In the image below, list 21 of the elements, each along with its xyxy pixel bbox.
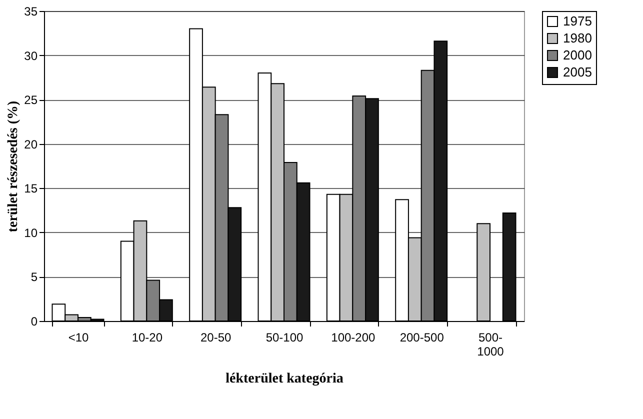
x-tick-label: 20-50	[200, 330, 232, 344]
x-tick-label: 100-200	[331, 330, 376, 344]
y-tick-label: 30	[24, 48, 38, 63]
y-tick-label: 0	[30, 314, 38, 328]
x-tick-label: 10-20	[132, 330, 163, 344]
y-axis-title: terület részesedés (%)	[6, 100, 22, 232]
x-tick-label: <10	[68, 330, 89, 344]
legend-label: 2000	[563, 48, 592, 62]
x-tick-label: 50-100	[266, 330, 304, 344]
legend-label: 2005	[563, 64, 592, 80]
legend-label: 1980	[563, 30, 592, 46]
y-tick-label: 5	[30, 270, 38, 284]
y-tick-label: 15	[24, 182, 38, 196]
y-tick-label: 35	[24, 4, 38, 18]
y-tick-label: 25	[24, 93, 38, 108]
x-tick-label: 500-1000	[477, 330, 504, 358]
legend-label: 1975	[563, 14, 592, 28]
x-axis-title: lékterület kategória	[226, 372, 344, 386]
x-tick-label: 200-500	[400, 330, 444, 344]
y-tick-label: 20	[24, 137, 38, 152]
y-tick-label: 10	[24, 226, 38, 240]
